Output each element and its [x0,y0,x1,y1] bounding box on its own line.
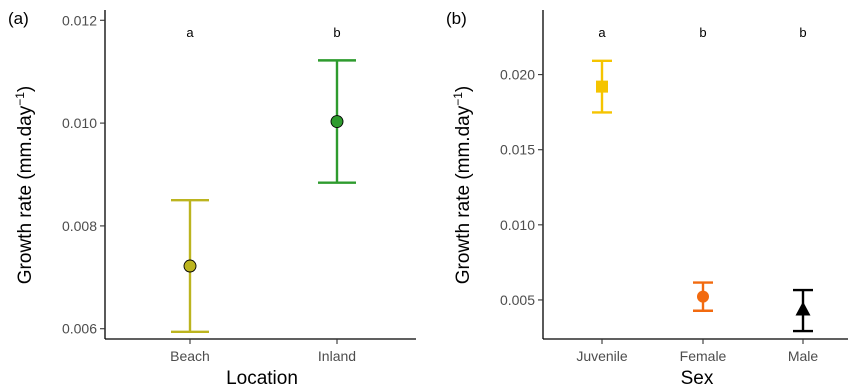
panel-b-y-axis-title-superscript: −1 [451,92,465,106]
panel-a: (a) Growth rate (mm.day−1) Location 0.00… [8,9,416,389]
panel-b: (b) Growth rate (mm.day−1) Sex 0.005 0.01… [446,9,848,389]
panel-b-y-tick-label: 0.015 [500,142,535,158]
panel-b-significance-letter: b [699,25,706,40]
panel-b-plot: 0.005 0.010 0.015 0.020 Juvenile Female Male a b… [500,10,848,364]
panel-a-significance-letter: b [333,25,340,40]
panel-b-y-tick-label: 0.020 [500,67,535,83]
panel-a-x-axis-title: Location [226,368,298,389]
panel-b-x-tick-label: Male [788,348,819,364]
panel-b-y-axis-title-close: ) [453,86,474,92]
panel-a-y-tick-label: 0.008 [62,218,97,234]
panel-a-plot: 0.006 0.008 0.010 0.012 Beach Inland a b [62,10,416,364]
panel-b-label: (b) [446,9,467,28]
panel-a-point-inland [330,115,344,129]
panel-a-y-tick-label: 0.006 [62,321,97,337]
panel-a-label: (a) [8,9,29,28]
panel-a-point-beach [183,259,197,273]
panel-b-significance-letter: b [799,25,806,40]
panel-b-significance-letter: a [598,25,606,40]
panel-a-y-axis-title: Growth rate (mm.day−1) [13,86,36,284]
panel-a-significance-letter: a [186,25,194,40]
panel-b-y-tick-label: 0.005 [500,292,535,308]
panel-b-x-axis-title: Sex [681,368,714,389]
panel-a-y-tick-label: 0.010 [62,115,97,131]
panel-a-x-tick-label: Beach [170,348,210,364]
panel-b-y-axis-title: Growth rate (mm.day−1) [451,86,474,284]
panel-b-y-tick-label: 0.010 [500,217,535,233]
panel-a-y-tick-label: 0.012 [62,12,97,28]
panel-b-x-tick-label: Female [680,348,727,364]
panel-b-point-male [795,301,811,316]
panel-a-y-axis-title-close: ) [15,86,36,92]
panel-a-x-tick-label: Inland [318,348,356,364]
panel-b-x-tick-label: Juvenile [576,348,628,364]
panel-a-y-axis-title-superscript: −1 [13,92,27,106]
panel-b-point-juvenile [596,80,608,93]
panel-b-point-female [697,290,709,303]
